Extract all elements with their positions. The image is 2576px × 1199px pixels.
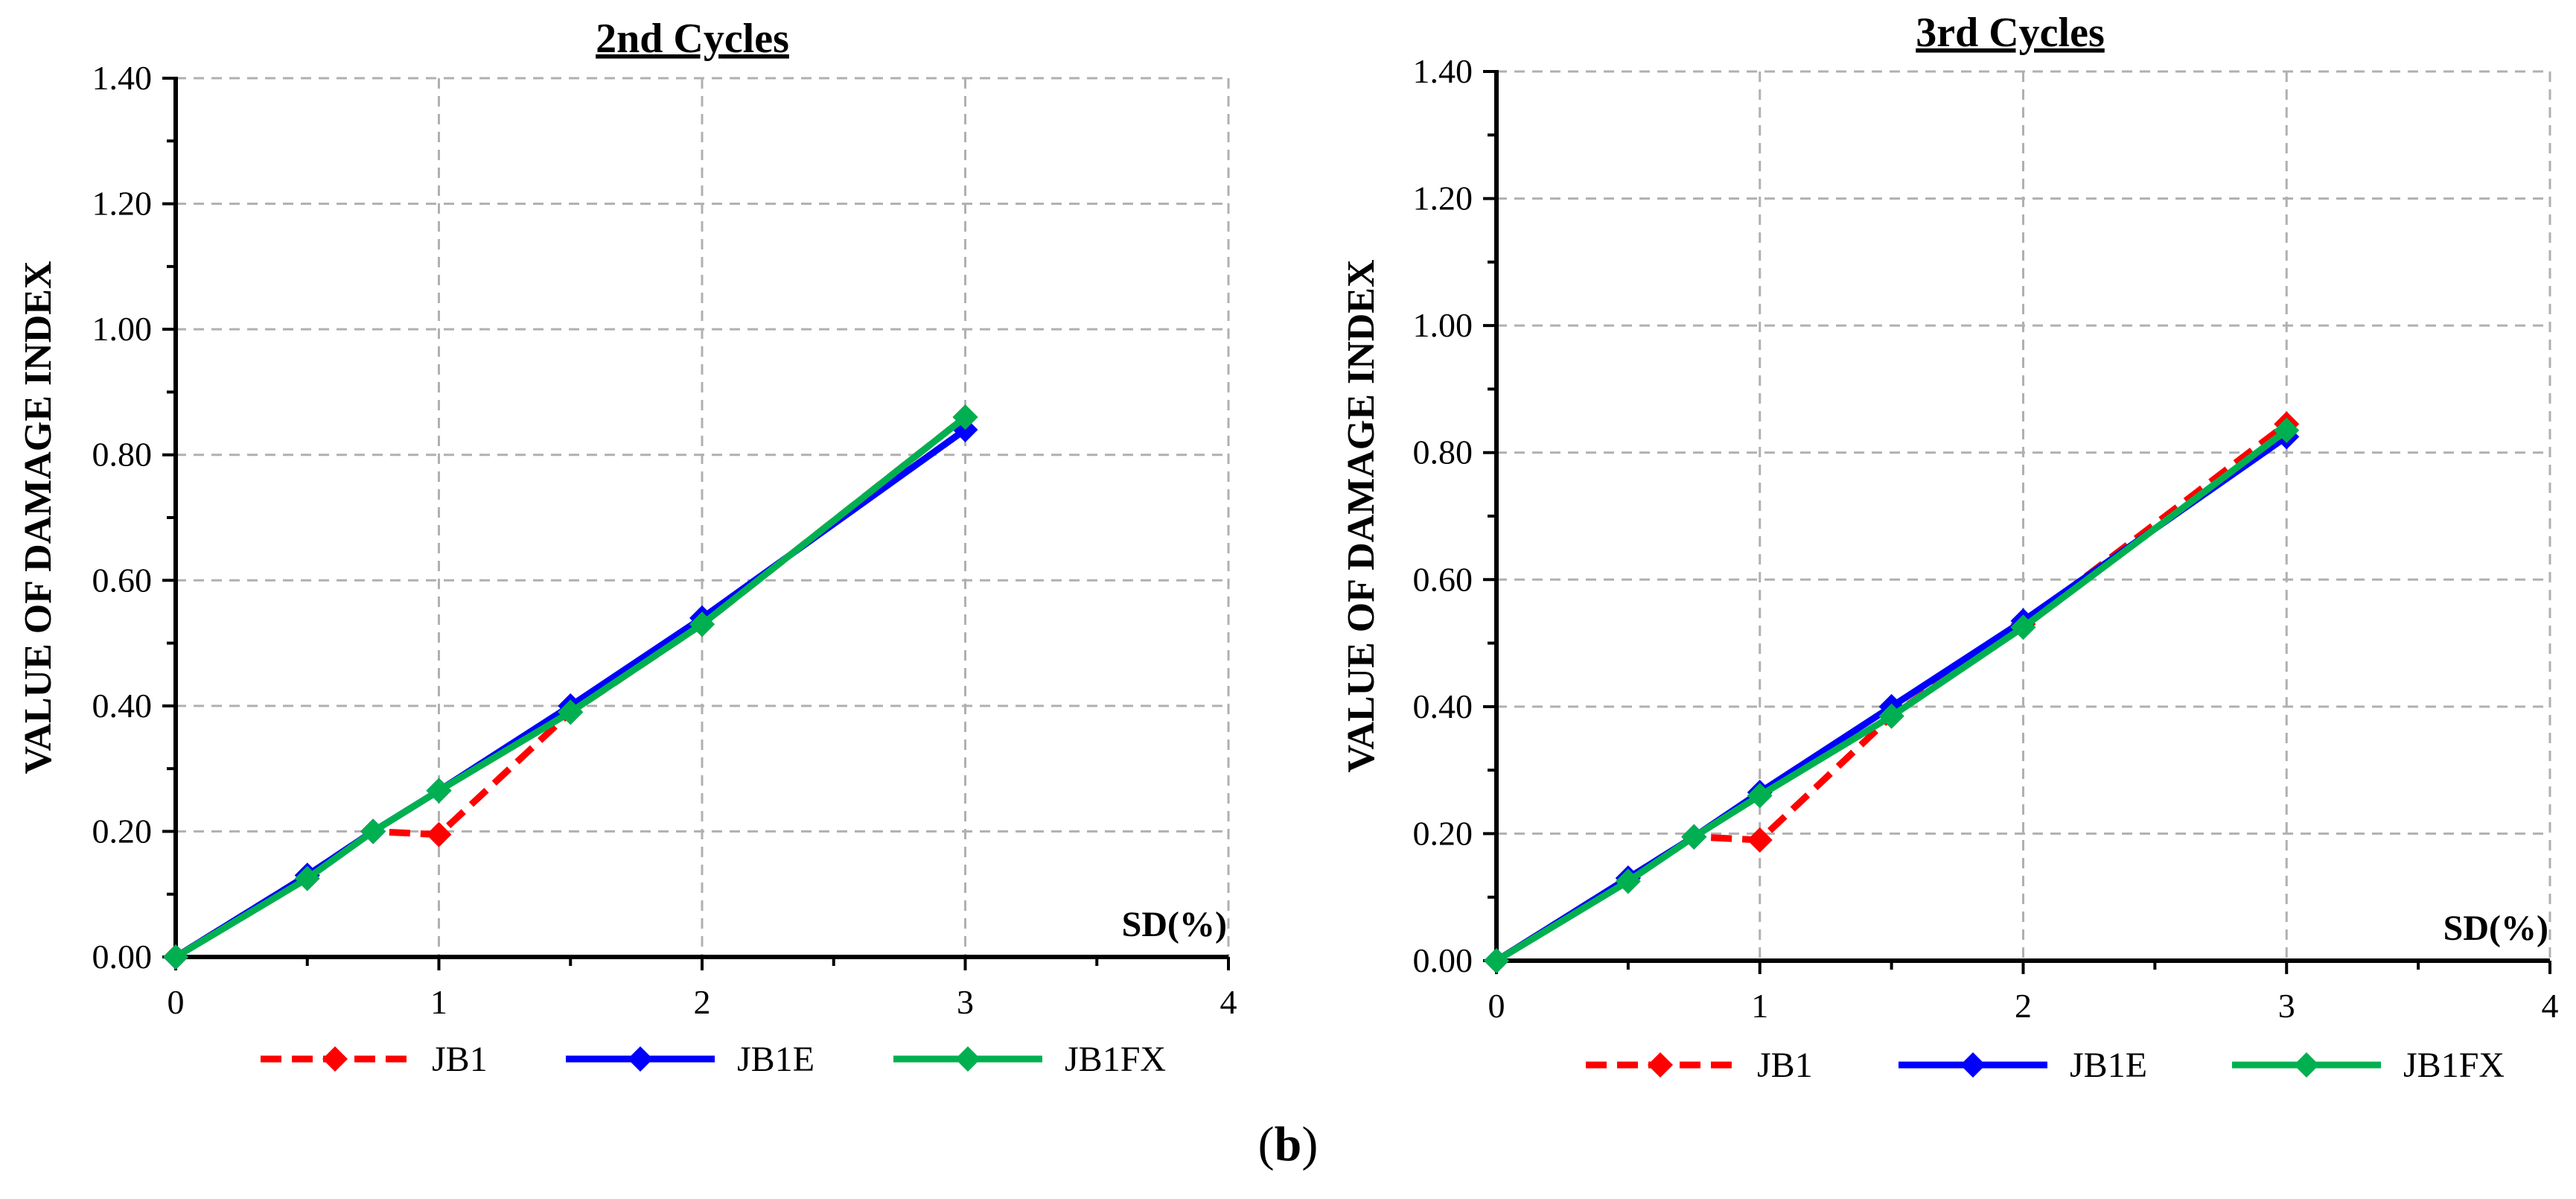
x-axis-label: SD(%) xyxy=(2443,909,2548,948)
y-tick-label: 0.20 xyxy=(92,812,153,850)
legend-marker-jb1e xyxy=(1960,1052,1986,1078)
data-point-jb1fx xyxy=(689,611,715,637)
x-tick-label: 3 xyxy=(2278,987,2295,1025)
y-tick-label: 0.00 xyxy=(92,938,153,976)
series-line-jb1fx xyxy=(173,414,968,960)
legend-marker-jb1fx xyxy=(2294,1052,2319,1078)
data-point-jb1fx xyxy=(1615,868,1641,894)
y-tick-label: 1.00 xyxy=(92,310,153,348)
y-tick-label: 1.40 xyxy=(92,59,153,97)
y-axis-label: VALUE OF DAMAGE INDEX xyxy=(17,261,60,774)
y-tick-label: 0.20 xyxy=(1413,814,1473,852)
legend-label-jb1fx: JB1FX xyxy=(2403,1046,2505,1085)
data-point-jb1fx xyxy=(426,777,452,804)
data-point-jb1fx xyxy=(2274,417,2300,443)
legend-label-jb1fx: JB1FX xyxy=(1065,1040,1166,1079)
data-point-jb1fx xyxy=(558,699,584,725)
chart-title: 2nd Cycles xyxy=(596,16,789,62)
series-line-jb1 xyxy=(173,414,968,960)
data-point-jb1fx xyxy=(1484,948,1509,973)
y-tick-label: 1.00 xyxy=(1413,306,1473,344)
y-tick-label: 1.20 xyxy=(92,185,153,223)
y-tick-label: 0.40 xyxy=(1413,687,1473,725)
x-tick-label: 2 xyxy=(2015,987,2032,1025)
y-tick-label: 0.00 xyxy=(1413,941,1473,979)
legend-label-jb1: JB1 xyxy=(1757,1046,1813,1085)
data-point-jb1 xyxy=(1747,827,1773,853)
y-tick-label: 0.60 xyxy=(92,561,153,599)
data-point-jb1fx xyxy=(360,818,386,845)
y-tick-label: 1.40 xyxy=(1413,52,1473,90)
x-axis-label: SD(%) xyxy=(1122,905,1227,944)
data-point-jb1fx xyxy=(1681,824,1707,850)
y-tick-label: 0.80 xyxy=(92,436,153,474)
x-tick-label: 0 xyxy=(1488,987,1505,1025)
caption-letter: b xyxy=(1275,1117,1302,1171)
data-point-jb1fx xyxy=(1878,703,1904,729)
chart-2nd-cycles: 0.00 0.20 0.40 0.60 0.80 1.00 1.20 1.40 0 1 2 3 4 2nd… xyxy=(17,16,1237,1079)
y-tick-label: 1.20 xyxy=(1413,179,1473,217)
x-tick-label: 0 xyxy=(168,983,185,1021)
legend-marker-jb1fx xyxy=(955,1046,981,1072)
data-point-jb1fx xyxy=(1747,783,1773,809)
data-point-jb1 xyxy=(426,821,452,847)
legend-label-jb1e: JB1E xyxy=(2070,1046,2147,1085)
x-tick-label: 4 xyxy=(1220,983,1237,1021)
chart-title: 3rd Cycles xyxy=(1916,10,2105,56)
x-tick-label: 1 xyxy=(1751,987,1768,1025)
caption-close: ) xyxy=(1301,1117,1318,1171)
data-point-jb1fx xyxy=(294,865,320,891)
data-point-jb1fx xyxy=(163,944,188,970)
x-tick-label: 1 xyxy=(430,983,447,1021)
legend-label-jb1: JB1 xyxy=(432,1040,488,1079)
caption-open: ( xyxy=(1258,1117,1275,1171)
x-tick-label: 2 xyxy=(694,983,711,1021)
y-tick-label: 0.80 xyxy=(1413,433,1473,471)
y-tick-label: 0.60 xyxy=(1413,560,1473,598)
chart-3rd-cycles: 0.00 0.20 0.40 0.60 0.80 1.00 1.20 1.40 0 1 2 3 4 3rd… xyxy=(1340,10,2559,1085)
x-tick-label: 3 xyxy=(957,983,974,1021)
legend-marker-jb1e xyxy=(628,1046,653,1072)
x-tick-label: 4 xyxy=(2542,987,2559,1025)
figure-caption: (b) xyxy=(1258,1117,1319,1171)
legend-marker-jb1 xyxy=(322,1046,348,1072)
legend-label-jb1e: JB1E xyxy=(737,1040,814,1079)
data-point-jb1fx xyxy=(2010,614,2036,640)
series-line-jb1 xyxy=(1494,421,2289,964)
legend-marker-jb1 xyxy=(1648,1052,1673,1078)
data-point-jb1fx xyxy=(952,404,978,430)
y-tick-label: 0.40 xyxy=(92,687,153,725)
y-axis-label: VALUE OF DAMAGE INDEX xyxy=(1340,259,1383,772)
